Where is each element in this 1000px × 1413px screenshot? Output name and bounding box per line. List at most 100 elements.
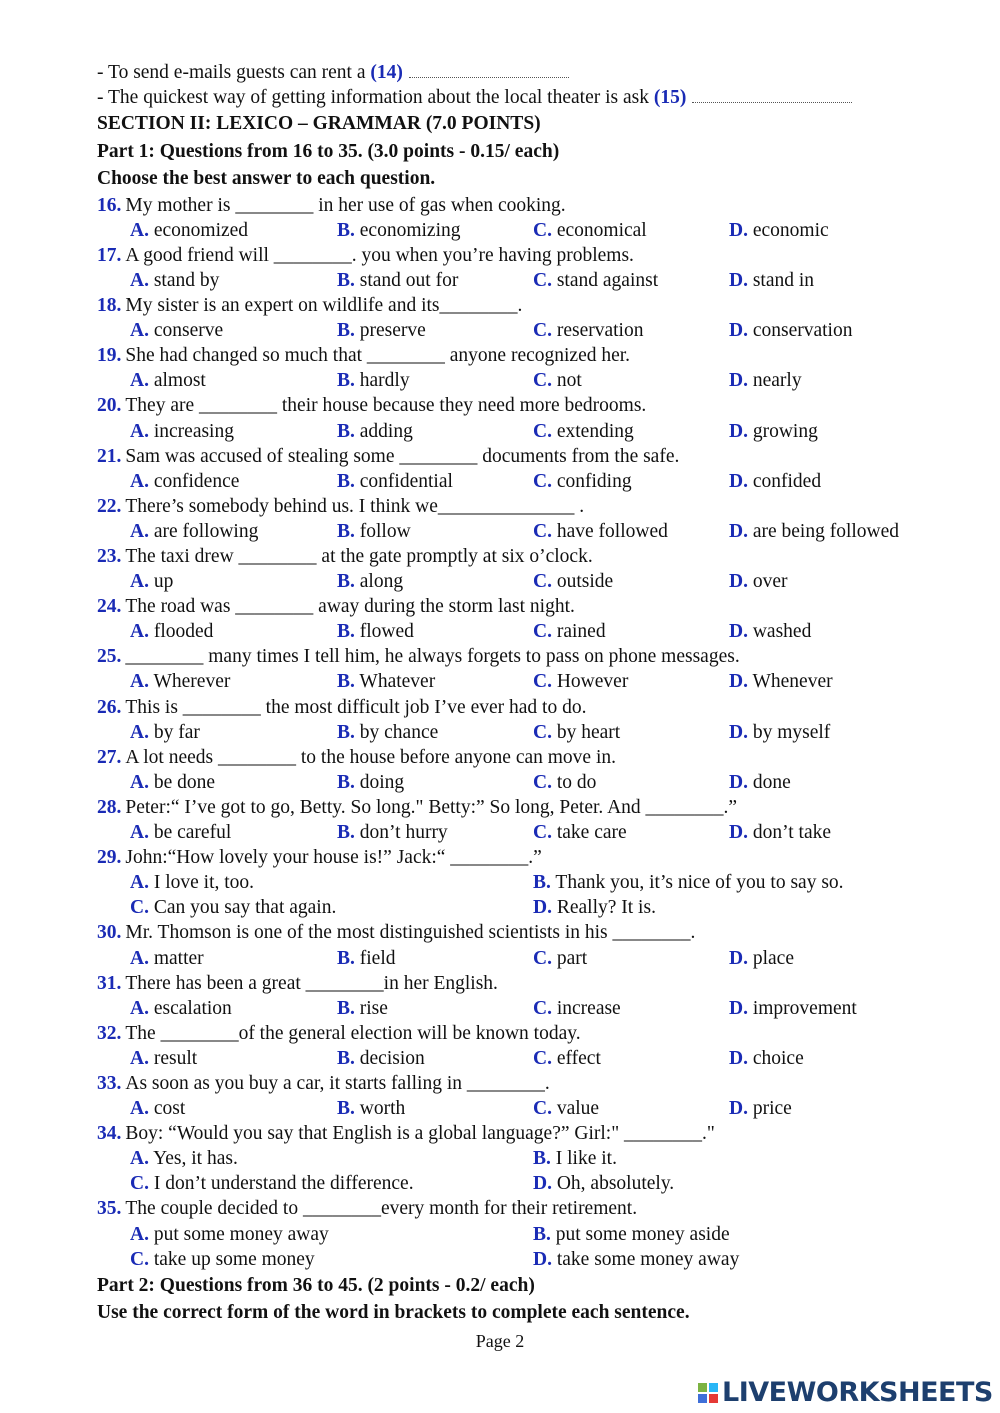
answer-option[interactable]: B. flowed: [337, 619, 414, 644]
answer-option[interactable]: B. hardly: [337, 368, 410, 393]
answer-option[interactable]: A. stand by: [130, 268, 219, 293]
answer-option[interactable]: B. Thank you, it’s nice of you to say so…: [533, 870, 844, 895]
answer-option[interactable]: A. up: [130, 569, 173, 594]
answer-option[interactable]: B. I like it.: [533, 1146, 617, 1171]
question-number: 30.: [97, 922, 122, 944]
answer-option[interactable]: A. flooded: [130, 619, 213, 644]
answer-option[interactable]: A. by far: [130, 720, 200, 745]
answer-option[interactable]: A. put some money away: [130, 1222, 329, 1247]
answer-option[interactable]: C. part: [533, 946, 587, 971]
answer-option[interactable]: D. Oh, absolutely.: [533, 1171, 674, 1196]
answer-option[interactable]: D. conservation: [729, 318, 852, 343]
option-text: doing: [359, 771, 405, 793]
question-stem: 24. The road was ________ away during the…: [97, 594, 957, 619]
answer-option[interactable]: C. outside: [533, 569, 613, 594]
answer-option[interactable]: C. by heart: [533, 720, 620, 745]
question-text: There has been a great ________in her En…: [125, 972, 498, 994]
answer-option[interactable]: D. washed: [729, 619, 811, 644]
answer-option[interactable]: D. choice: [729, 1046, 804, 1071]
answer-option[interactable]: B. rise: [337, 996, 388, 1021]
option-text: growing: [752, 420, 818, 442]
answer-option[interactable]: D. by myself: [729, 720, 830, 745]
answer-option[interactable]: A. escalation: [130, 996, 232, 1021]
answer-option[interactable]: D. Really? It is.: [533, 895, 656, 920]
option-letter: C.: [130, 1248, 149, 1270]
answer-option[interactable]: C. reservation: [533, 318, 643, 343]
answer-option[interactable]: A. economized: [130, 218, 248, 243]
answer-option[interactable]: C. have followed: [533, 519, 668, 544]
option-letter: A.: [130, 520, 149, 542]
answer-option[interactable]: B. worth: [337, 1096, 405, 1121]
answer-option[interactable]: D. Whenever: [729, 669, 833, 694]
option-letter: A.: [130, 219, 149, 241]
question-stem: 28. Peter:“ I’ve got to go, Betty. So lon…: [97, 795, 957, 820]
answer-option[interactable]: D. place: [729, 946, 794, 971]
answer-option[interactable]: C. Can you say that again.: [130, 895, 336, 920]
answer-option[interactable]: A. almost: [130, 368, 206, 393]
answer-option[interactable]: C. confiding: [533, 469, 632, 494]
answer-option[interactable]: B. by chance: [337, 720, 438, 745]
answer-option[interactable]: C. effect: [533, 1046, 601, 1071]
answer-option[interactable]: C. However: [533, 669, 628, 694]
answer-option[interactable]: A. confidence: [130, 469, 239, 494]
options-row: A. by far B. by chance C. by heart D. by my…: [97, 720, 957, 745]
answer-option[interactable]: B. doing: [337, 770, 404, 795]
answer-option[interactable]: A. increasing: [130, 419, 234, 444]
answer-option[interactable]: D. don’t take: [729, 820, 831, 845]
answer-option[interactable]: B. decision: [337, 1046, 425, 1071]
answer-option[interactable]: D. over: [729, 569, 788, 594]
question-text: ________ many times I tell him, he alway…: [125, 646, 740, 668]
answer-option[interactable]: A. Wherever: [130, 669, 230, 694]
intro-text: - To send e-mails guests can rent a: [97, 62, 371, 83]
answer-option[interactable]: C. increase: [533, 996, 621, 1021]
answer-option[interactable]: C. take up some money: [130, 1247, 315, 1272]
answer-option[interactable]: B. Whatever: [337, 669, 435, 694]
answer-option[interactable]: B. along: [337, 569, 403, 594]
answer-option[interactable]: D. take some money away: [533, 1247, 739, 1272]
answer-option[interactable]: A. result: [130, 1046, 197, 1071]
answer-option[interactable]: C. economical: [533, 218, 647, 243]
answer-option[interactable]: A. be careful: [130, 820, 231, 845]
answer-option[interactable]: C. not: [533, 368, 582, 393]
answer-option[interactable]: A. matter: [130, 946, 204, 971]
answer-option[interactable]: B. field: [337, 946, 396, 971]
answer-option[interactable]: A. conserve: [130, 318, 223, 343]
answer-option[interactable]: A. are following: [130, 519, 258, 544]
answer-blank-14[interactable]: [408, 63, 569, 78]
answer-option[interactable]: C. take care: [533, 820, 627, 845]
answer-option[interactable]: C. to do: [533, 770, 596, 795]
answer-option[interactable]: A. cost: [130, 1096, 185, 1121]
answer-option[interactable]: A. I love it, too.: [130, 870, 254, 895]
question-list: 16. My mother is ________ in her use of g…: [97, 193, 957, 1272]
answer-option[interactable]: B. preserve: [337, 318, 426, 343]
answer-option[interactable]: D. nearly: [729, 368, 802, 393]
answer-option[interactable]: D. price: [729, 1096, 792, 1121]
answer-option[interactable]: B. don’t hurry: [337, 820, 448, 845]
answer-option[interactable]: C. I don’t understand the difference.: [130, 1171, 414, 1196]
answer-blank-15[interactable]: [692, 88, 853, 104]
answer-option[interactable]: B. stand out for: [337, 268, 458, 293]
answer-option[interactable]: B. follow: [337, 519, 411, 544]
option-text: Thank you, it’s nice of you to say so.: [555, 872, 844, 894]
answer-option[interactable]: B. put some money aside: [533, 1222, 730, 1247]
answer-option[interactable]: D. improvement: [729, 996, 857, 1021]
answer-option[interactable]: B. confidential: [337, 469, 453, 494]
answer-option[interactable]: B. economizing: [337, 218, 460, 243]
answer-option[interactable]: A. Yes, it has.: [130, 1146, 238, 1171]
answer-option[interactable]: C. rained: [533, 619, 606, 644]
answer-option[interactable]: B. adding: [337, 419, 413, 444]
answer-option[interactable]: D. done: [729, 770, 791, 795]
answer-option[interactable]: D. are being followed: [729, 519, 899, 544]
option-text: flowed: [359, 621, 414, 643]
answer-option[interactable]: D. stand in: [729, 268, 814, 293]
answer-option[interactable]: D. confided: [729, 469, 821, 494]
option-text: part: [556, 947, 588, 969]
answer-option[interactable]: C. stand against: [533, 268, 658, 293]
option-text: by heart: [556, 721, 621, 743]
answer-option[interactable]: C. extending: [533, 419, 634, 444]
answer-option[interactable]: C. value: [533, 1096, 599, 1121]
answer-option[interactable]: D. growing: [729, 419, 818, 444]
answer-option[interactable]: A. be done: [130, 770, 215, 795]
option-text: reservation: [556, 320, 644, 342]
answer-option[interactable]: D. economic: [729, 218, 829, 243]
